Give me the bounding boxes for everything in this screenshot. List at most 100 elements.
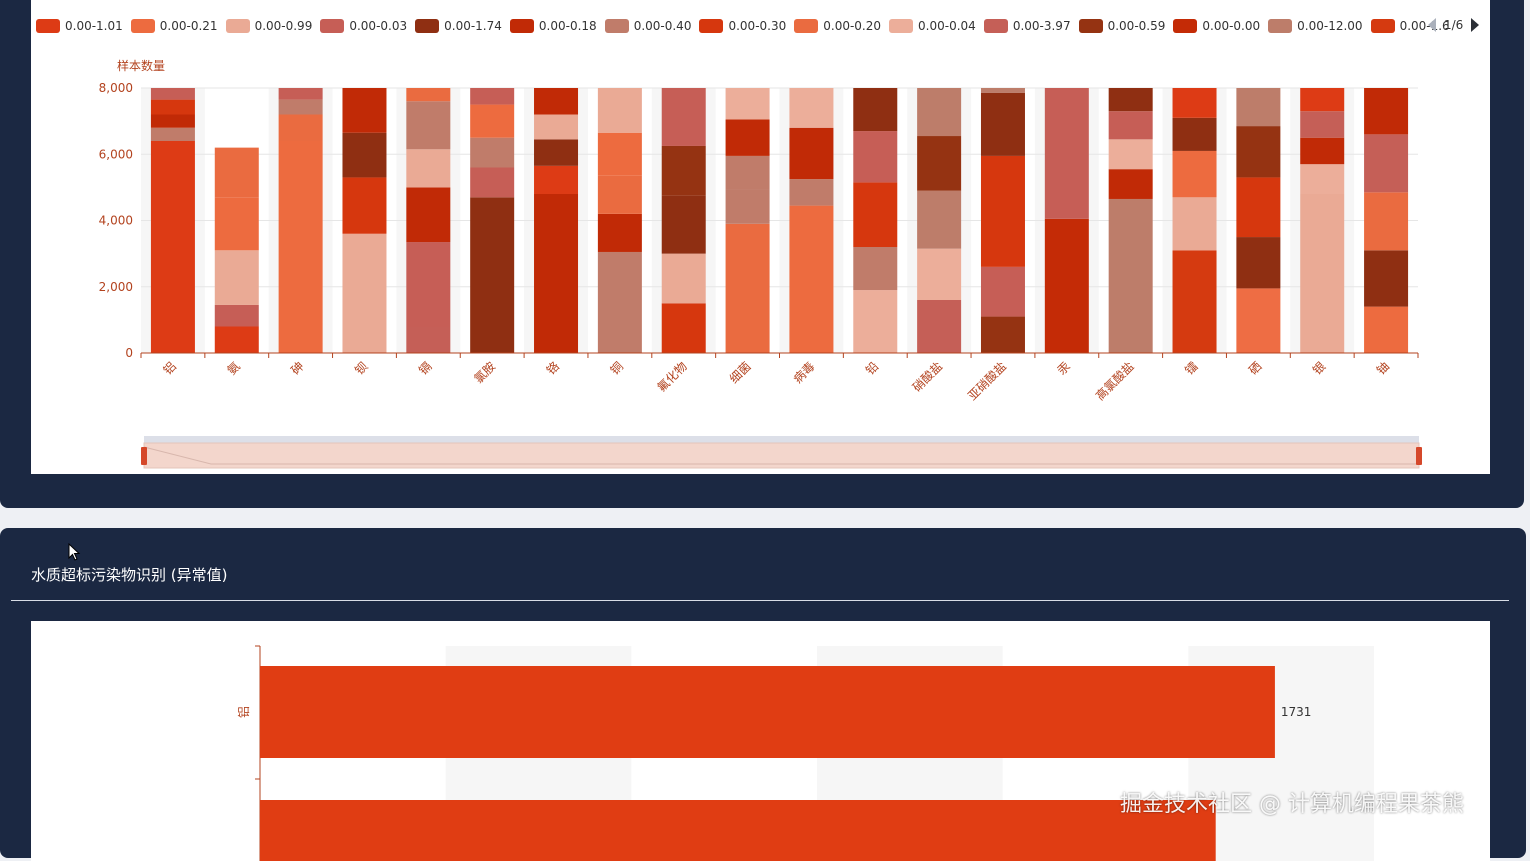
bar-segment[interactable] — [917, 136, 962, 191]
bar-segment[interactable] — [406, 101, 451, 150]
bar-segment[interactable] — [214, 147, 259, 198]
bar-segment[interactable] — [853, 182, 898, 247]
bar-segment[interactable] — [150, 127, 195, 141]
bar-segment[interactable] — [150, 141, 195, 353]
bar-segment[interactable] — [661, 253, 706, 304]
legend-prev-page-arrow-icon[interactable] — [1428, 18, 1436, 32]
bar-segment[interactable] — [725, 155, 770, 190]
bar-segment[interactable] — [1236, 288, 1281, 353]
legend-item[interactable]: 0.00-1.01 — [36, 19, 123, 33]
bar-segment[interactable] — [980, 266, 1025, 317]
bar-segment[interactable] — [1364, 250, 1409, 307]
bar-segment[interactable] — [342, 132, 387, 178]
bar-segment[interactable] — [725, 189, 770, 224]
bar-segment[interactable] — [470, 104, 515, 138]
legend-item[interactable]: 0.00-1.74 — [415, 19, 502, 33]
bar-segment[interactable] — [534, 114, 579, 140]
bar-segment[interactable] — [1044, 88, 1089, 219]
bar-segment[interactable] — [470, 197, 515, 353]
bar-segment[interactable] — [1300, 137, 1345, 165]
bar-segment[interactable] — [342, 177, 387, 234]
bar-segment[interactable] — [980, 316, 1025, 353]
bar-segment[interactable] — [534, 194, 579, 353]
bar-segment[interactable] — [1108, 111, 1153, 140]
legend-item[interactable]: 0.00-12.00 — [1268, 19, 1363, 33]
bar-segment[interactable] — [278, 114, 323, 142]
bar-segment[interactable] — [725, 88, 770, 120]
bar-segment[interactable] — [597, 132, 642, 176]
bar-segment[interactable] — [1364, 306, 1409, 353]
bar-segment[interactable] — [1364, 192, 1409, 251]
bar-segment[interactable] — [980, 92, 1025, 156]
bar-segment[interactable] — [406, 149, 451, 188]
bar-segment[interactable] — [853, 88, 898, 132]
legend-item[interactable]: 0.00-0.00 — [1173, 19, 1260, 33]
bar-segment[interactable] — [1236, 237, 1281, 289]
bar-segment[interactable] — [789, 88, 834, 128]
zoom-slider-track[interactable] — [144, 436, 1419, 443]
bar-segment[interactable] — [853, 290, 898, 353]
bar-segment[interactable] — [1172, 117, 1217, 151]
legend-item[interactable]: 0.00-0.59 — [1078, 19, 1165, 33]
bar-segment[interactable] — [1300, 164, 1345, 194]
bar-segment[interactable] — [278, 88, 323, 100]
bar-segment[interactable] — [214, 326, 259, 354]
bar-segment[interactable] — [1364, 88, 1409, 135]
bar[interactable] — [260, 800, 1216, 861]
bar-segment[interactable] — [406, 88, 451, 102]
bar-segment[interactable] — [150, 114, 195, 128]
legend-item[interactable]: 0.00-0.20 — [794, 19, 881, 33]
bar-segment[interactable] — [1236, 88, 1281, 127]
bar-segment[interactable] — [853, 131, 898, 183]
legend-item[interactable]: 0.00-0.03 — [320, 19, 407, 33]
bar-segment[interactable] — [150, 99, 195, 115]
bar-segment[interactable] — [1300, 88, 1345, 112]
bar-segment[interactable] — [1108, 88, 1153, 112]
bar-segment[interactable] — [661, 88, 706, 146]
bar-segment[interactable] — [342, 233, 387, 353]
bar-segment[interactable] — [534, 165, 579, 194]
legend-next-page-arrow-icon[interactable] — [1471, 18, 1480, 32]
bar-segment[interactable] — [278, 99, 323, 115]
bar-segment[interactable] — [214, 250, 259, 305]
bar-segment[interactable] — [1172, 250, 1217, 353]
bar-segment[interactable] — [661, 145, 706, 196]
bar-segment[interactable] — [597, 175, 642, 214]
bar-segment[interactable] — [1108, 198, 1153, 353]
zoom-slider-right-handle[interactable] — [1416, 447, 1422, 465]
bar-segment[interactable] — [917, 248, 962, 300]
bar-segment[interactable] — [278, 141, 323, 353]
bar-segment[interactable] — [597, 251, 642, 353]
bar-segment[interactable] — [1300, 111, 1345, 138]
bar-segment[interactable] — [597, 88, 642, 133]
bar-segment[interactable] — [214, 304, 259, 327]
bar-segment[interactable] — [980, 88, 1025, 93]
bar-segment[interactable] — [725, 223, 770, 353]
bar-segment[interactable] — [1172, 150, 1217, 198]
bar-segment[interactable] — [406, 187, 451, 243]
bar-segment[interactable] — [1300, 194, 1345, 353]
bar-segment[interactable] — [725, 119, 770, 156]
bar-segment[interactable] — [150, 88, 195, 100]
bar-segment[interactable] — [789, 179, 834, 206]
zoom-slider-left-handle[interactable] — [141, 447, 147, 465]
bar-segment[interactable] — [1108, 139, 1153, 170]
bar-segment[interactable] — [789, 205, 834, 353]
bar-segment[interactable] — [534, 139, 579, 166]
bar-segment[interactable] — [1108, 169, 1153, 199]
legend-item[interactable]: 0.00-0.21 — [130, 19, 218, 33]
bar-segment[interactable] — [470, 167, 515, 198]
bar-segment[interactable] — [342, 88, 387, 133]
bar-segment[interactable] — [1044, 218, 1089, 353]
legend-item[interactable]: 0.00-0.99 — [225, 19, 312, 33]
bar-segment[interactable] — [853, 247, 898, 291]
bar-segment[interactable] — [917, 88, 962, 137]
bar-segment[interactable] — [917, 300, 962, 353]
legend-item[interactable]: 0.00-3.97 — [983, 19, 1071, 33]
bar-segment[interactable] — [980, 155, 1025, 267]
bar-segment[interactable] — [661, 303, 706, 353]
bar-segment[interactable] — [917, 190, 962, 249]
bar-segment[interactable] — [1172, 197, 1217, 251]
bar-segment[interactable] — [406, 326, 451, 354]
bar-segment[interactable] — [1172, 88, 1217, 118]
